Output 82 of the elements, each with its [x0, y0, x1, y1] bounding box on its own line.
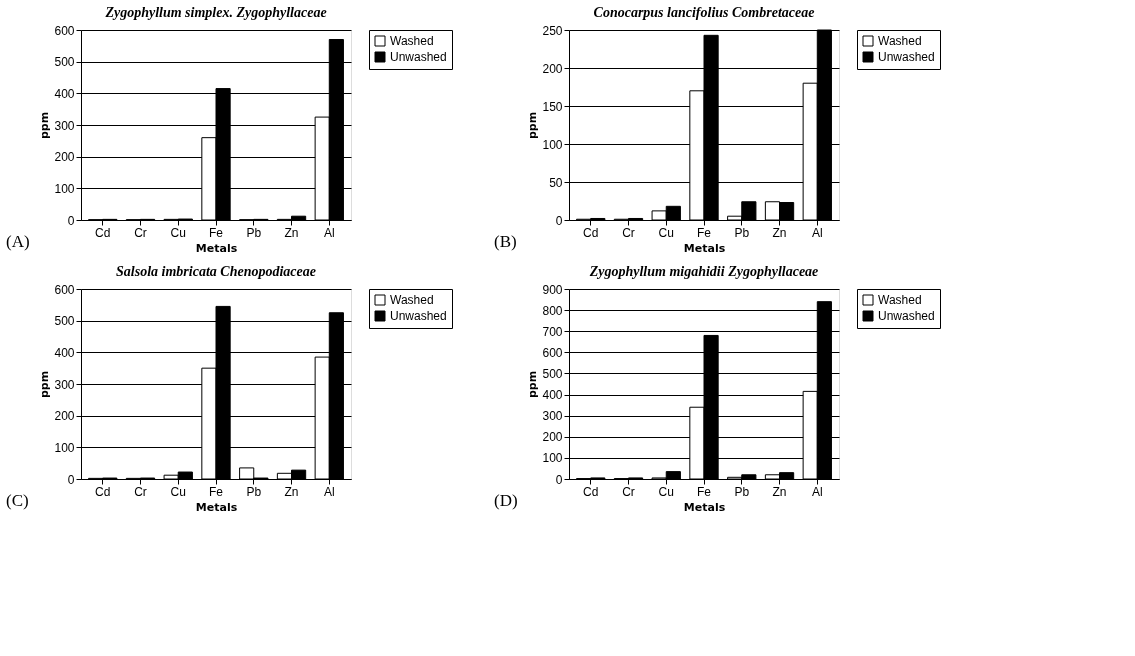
y-tick-label: 300: [54, 118, 75, 133]
y-tick-label: 0: [555, 213, 563, 228]
x-tick-label: Cd: [583, 484, 599, 499]
y-tick-label: 100: [54, 440, 75, 455]
legend-label: Washed: [878, 293, 922, 307]
y-tick-label: 250: [542, 23, 563, 38]
y-tick-label: 0: [67, 472, 75, 487]
x-tick-label: Pb: [246, 484, 262, 499]
x-tick-label: Pb: [734, 484, 750, 499]
y-tick-label: 200: [54, 150, 75, 165]
y-tick-label: 0: [67, 213, 75, 228]
x-tick-label: Al: [323, 225, 335, 240]
x-tick-label: Cu: [170, 484, 186, 499]
x-tick-label: Cu: [170, 225, 186, 240]
x-tick-label: Fe: [696, 225, 712, 240]
y-tick-label: 600: [54, 282, 75, 297]
x-tick-label: Zn: [284, 225, 299, 240]
text: (D): [494, 491, 518, 510]
x-tick-label: Fe: [208, 225, 224, 240]
x-tick-label: Cr: [622, 484, 635, 499]
x-tick-label: Cd: [95, 484, 111, 499]
legend-label: Washed: [390, 293, 434, 307]
y-axis-title: ppm: [38, 370, 52, 399]
x-tick-label: Pb: [246, 225, 262, 240]
y-tick-label: 200: [54, 409, 75, 424]
x-tick-label: Al: [811, 484, 823, 499]
legend-label: Washed: [390, 34, 434, 48]
x-tick-label: Cu: [658, 484, 674, 499]
x-tick-label: Cr: [134, 484, 147, 499]
y-tick-label: 400: [542, 388, 563, 403]
x-axis-title: Metals: [195, 241, 238, 255]
y-tick-label: 500: [54, 314, 75, 329]
y-tick-label: 0: [555, 472, 563, 487]
y-tick-label: 50: [549, 175, 563, 190]
x-tick-label: Cd: [583, 225, 599, 240]
y-tick-label: 600: [54, 23, 75, 38]
x-axis-title: Metals: [683, 500, 726, 514]
x-tick-label: Al: [811, 225, 823, 240]
y-tick-label: 600: [542, 345, 563, 360]
x-tick-label: Cr: [134, 225, 147, 240]
x-tick-label: Zn: [772, 225, 787, 240]
x-tick-label: Cu: [658, 225, 674, 240]
chart-title: Conocarpus lancifolius Combretaceae: [593, 5, 815, 20]
x-tick-label: Fe: [696, 484, 712, 499]
y-tick-label: 400: [54, 345, 75, 360]
y-tick-label: 200: [542, 430, 563, 445]
chart-title: Zygophyllum migahidii Zygophyllaceae: [588, 264, 819, 279]
y-tick-label: 200: [542, 61, 563, 76]
text: (C): [6, 491, 29, 510]
legend-label: Unwashed: [390, 50, 447, 64]
y-tick-label: 100: [542, 137, 563, 152]
x-tick-label: Al: [323, 484, 335, 499]
chart-title: Zygophyllum simplex. Zygophyllaceae: [104, 5, 327, 20]
y-tick-label: 800: [542, 303, 563, 318]
y-tick-label: 100: [54, 181, 75, 196]
legend-label: Unwashed: [878, 50, 935, 64]
y-tick-label: 300: [542, 409, 563, 424]
legend-label: Unwashed: [390, 309, 447, 323]
y-tick-label: 700: [542, 324, 563, 339]
x-tick-label: Cd: [95, 225, 111, 240]
y-axis-title: ppm: [38, 111, 52, 140]
legend-label: Washed: [878, 34, 922, 48]
y-tick-label: 500: [542, 366, 563, 381]
chart-title: Salsola imbricata Chenopodiaceae: [116, 264, 316, 279]
x-tick-label: Cr: [622, 225, 635, 240]
y-tick-label: 900: [542, 282, 563, 297]
y-tick-label: 150: [542, 99, 563, 114]
y-axis-title: ppm: [526, 370, 540, 399]
text: (B): [494, 232, 517, 251]
x-tick-label: Fe: [208, 484, 224, 499]
legend-label: Unwashed: [878, 309, 935, 323]
y-tick-label: 400: [54, 86, 75, 101]
text: (A): [6, 232, 30, 251]
x-tick-label: Zn: [284, 484, 299, 499]
x-tick-label: Zn: [772, 484, 787, 499]
x-tick-label: Pb: [734, 225, 750, 240]
x-axis-title: Metals: [195, 500, 238, 514]
y-tick-label: 100: [542, 451, 563, 466]
y-tick-label: 300: [54, 377, 75, 392]
y-tick-label: 500: [54, 55, 75, 70]
y-axis-title: ppm: [526, 111, 540, 140]
x-axis-title: Metals: [683, 241, 726, 255]
